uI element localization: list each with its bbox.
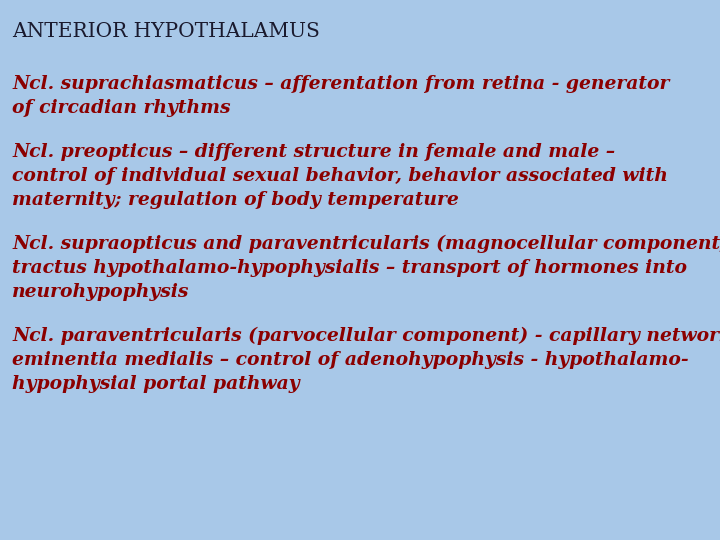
Text: neurohypophysis: neurohypophysis <box>12 283 189 301</box>
Text: control of individual sexual behavior, behavior associated with: control of individual sexual behavior, b… <box>12 167 668 185</box>
Text: ANTERIOR HYPOTHALAMUS: ANTERIOR HYPOTHALAMUS <box>12 22 320 41</box>
Text: Ncl. paraventricularis (parvocellular component) - capillary network in: Ncl. paraventricularis (parvocellular co… <box>12 327 720 345</box>
Text: Ncl. supraopticus and paraventricularis (magnocellular component) –: Ncl. supraopticus and paraventricularis … <box>12 235 720 253</box>
Text: hypophysial portal pathway: hypophysial portal pathway <box>12 375 300 393</box>
Text: of circadian rhythms: of circadian rhythms <box>12 99 230 117</box>
Text: eminentia medialis – control of adenohypophysis - hypothalamo-: eminentia medialis – control of adenohyp… <box>12 351 688 369</box>
Text: Ncl. suprachiasmaticus – afferentation from retina - generator: Ncl. suprachiasmaticus – afferentation f… <box>12 75 670 93</box>
Text: Ncl. preopticus – different structure in female and male –: Ncl. preopticus – different structure in… <box>12 143 615 161</box>
Text: tractus hypothalamo-hypophysialis – transport of hormones into: tractus hypothalamo-hypophysialis – tran… <box>12 259 687 277</box>
Text: maternity; regulation of body temperature: maternity; regulation of body temperatur… <box>12 191 459 209</box>
